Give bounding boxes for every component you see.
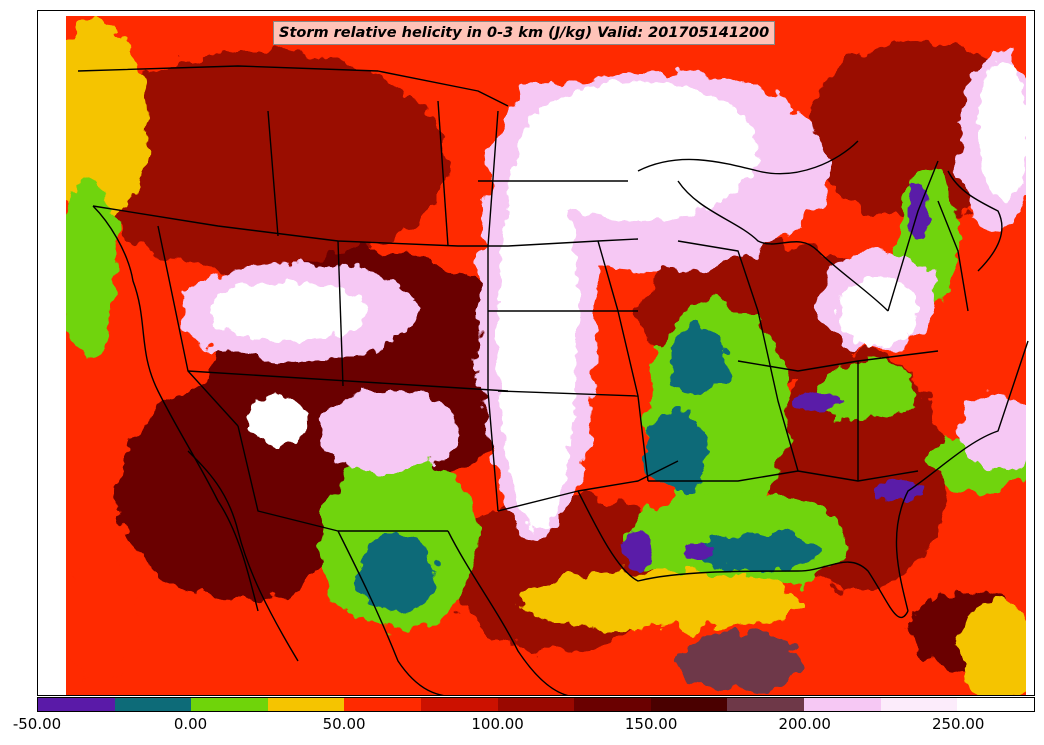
colorbar-segment (344, 698, 422, 711)
colorbar-segment (574, 698, 651, 711)
map-panel (37, 10, 1035, 696)
colorbar-segment (880, 698, 958, 711)
colorbar-segment (804, 698, 881, 711)
boundaries (77, 65, 1029, 695)
map-margin-left (38, 11, 66, 695)
colorbar-tick-labels: -50.00 0.00 50.00 100.00 150.00 200.00 250.00 (0, 713, 1044, 743)
colorbar-tick-label: 200.00 (778, 715, 831, 733)
colorbar-tick-label: 100.00 (471, 715, 524, 733)
colorbar-segment (38, 698, 115, 711)
colorbar-segment (497, 698, 575, 711)
colorbar-tick-label: 250.00 (931, 715, 985, 733)
map-margin-right (1026, 11, 1034, 695)
colorbar-segment (421, 698, 498, 711)
colorbar-segment (114, 698, 192, 711)
map-title: Storm relative helicity in 0-3 km (J/kg)… (273, 21, 776, 45)
colorbar-tick-label: -50.00 (12, 715, 62, 733)
colorbar-tick-label: 0.00 (173, 715, 208, 733)
helicity-map (38, 11, 1034, 695)
colorbar-segment (727, 698, 805, 711)
colorbar (37, 697, 1035, 712)
colorbar-tick-label: 50.00 (322, 715, 366, 733)
colorbar-segment (191, 698, 268, 711)
helicity-field (66, 16, 1026, 695)
colorbar-segment (957, 698, 1034, 711)
colorbar-segment (267, 698, 345, 711)
colorbar-segment (650, 698, 728, 711)
colorbar-tick-label: 150.00 (624, 715, 678, 733)
